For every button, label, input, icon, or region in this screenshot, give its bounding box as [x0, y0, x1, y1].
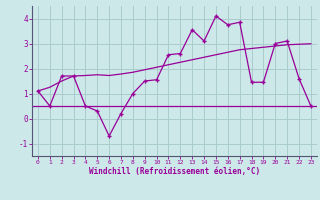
X-axis label: Windchill (Refroidissement éolien,°C): Windchill (Refroidissement éolien,°C) — [89, 167, 260, 176]
